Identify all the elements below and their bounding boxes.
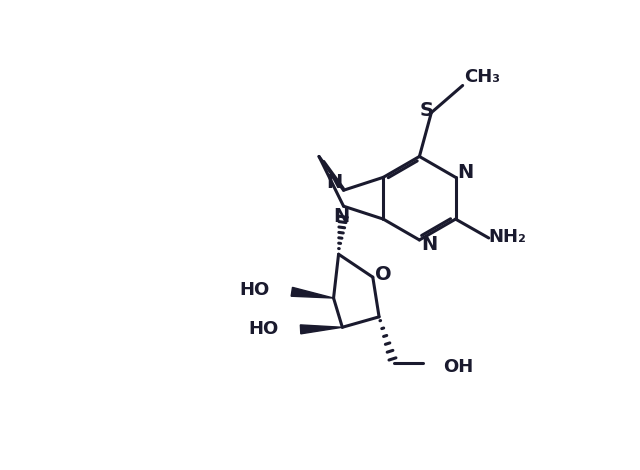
Text: N: N [421, 235, 438, 254]
Text: N: N [458, 163, 474, 182]
Text: S: S [419, 101, 433, 120]
Polygon shape [300, 325, 342, 334]
Polygon shape [291, 287, 333, 298]
Text: OH: OH [443, 358, 473, 376]
Text: N: N [333, 207, 349, 226]
Text: O: O [376, 265, 392, 284]
Text: NH₂: NH₂ [489, 228, 527, 246]
Text: HO: HO [240, 281, 270, 299]
Text: CH₃: CH₃ [465, 68, 500, 86]
Text: N: N [326, 173, 343, 192]
Text: HO: HO [248, 321, 278, 338]
